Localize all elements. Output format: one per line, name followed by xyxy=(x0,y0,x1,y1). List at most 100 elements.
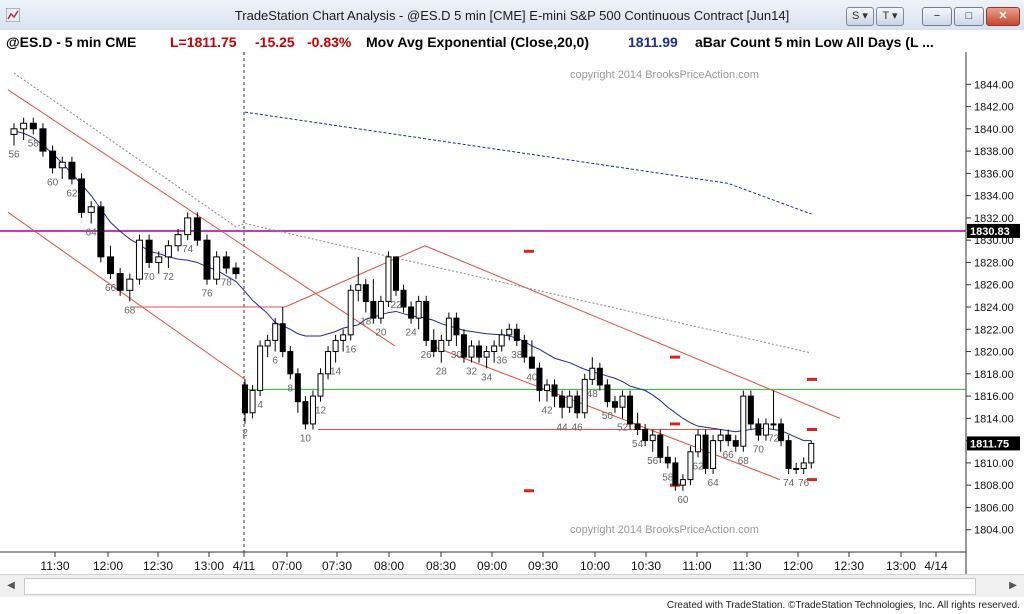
ema-line xyxy=(13,130,812,442)
price-tick-label: 1836.00 xyxy=(974,168,1014,180)
candle-body xyxy=(415,300,422,319)
bar-count-label: 42 xyxy=(541,406,553,417)
time-tick-label: 13:00 xyxy=(886,559,916,573)
scroll-left-icon[interactable]: ◀ xyxy=(7,580,15,591)
candle-body xyxy=(710,440,717,469)
candle-body xyxy=(642,429,649,442)
bar-count-label: 40 xyxy=(526,372,538,383)
scrollbar-thumb[interactable] xyxy=(24,578,976,595)
candle-body xyxy=(355,284,362,291)
time-tick-label: 11:00 xyxy=(682,559,711,573)
bar-count-label: 60 xyxy=(47,177,59,188)
study-name: Mov Avg Exponential (Close,20,0) xyxy=(366,34,590,50)
candle-body xyxy=(536,367,543,392)
scroll-right-icon[interactable]: ▶ xyxy=(1009,580,1017,591)
time-tick-label: 12:00 xyxy=(93,559,123,573)
bar-count-label: 72 xyxy=(163,272,175,283)
candle-body xyxy=(39,128,47,152)
candle-body xyxy=(513,328,520,341)
bar-count-label: 46 xyxy=(572,422,584,433)
time-axis: 11:30 12:00 12:30 13:00 4/11 07:00 07:30 08:00 0… xyxy=(40,552,948,573)
candle-body xyxy=(438,339,445,353)
bar-count-label: 2 xyxy=(242,428,248,439)
bar-count-label: 78 xyxy=(221,278,233,289)
bar-count-label: 24 xyxy=(406,328,418,339)
horizontal-scrollbar[interactable]: ◀ ▶ xyxy=(0,574,1024,597)
candle-body xyxy=(627,395,634,425)
price-tick-label: 1842.00 xyxy=(974,102,1014,114)
candle-body xyxy=(385,256,392,302)
candle-body xyxy=(695,434,701,453)
price-tick-label: 1818.00 xyxy=(974,369,1014,381)
candle-body xyxy=(249,390,256,414)
chart-overlays xyxy=(0,72,966,493)
candle-body xyxy=(672,462,679,486)
magenta-price-tag-bg xyxy=(967,223,1020,238)
time-tick-label: 07:00 xyxy=(272,559,302,573)
candle-body xyxy=(325,351,332,375)
time-tick-label: 07:30 xyxy=(322,559,352,573)
bar-count-label: 72 xyxy=(768,434,780,445)
chart-area[interactable]: 56 58 60 62 64 66 68 70 72 74 76 78 2 4 6 8 10 12 14 16 18 20… xyxy=(0,52,1024,574)
price-axis: 1804.001806.001808.001810.001812.001814.… xyxy=(966,79,1020,537)
s-menu-button[interactable]: S ▾ xyxy=(846,7,874,26)
candle-body xyxy=(362,284,369,302)
candle-body xyxy=(619,395,626,408)
candle-body xyxy=(491,345,498,353)
bar-count-label: 56 xyxy=(647,456,659,467)
bar-count-study: aBar Count 5 min Low All Days (L ... xyxy=(695,34,934,50)
price-tick-label: 1816.00 xyxy=(974,391,1014,403)
candle-body xyxy=(468,345,475,358)
candle-body xyxy=(317,373,324,397)
candle-body xyxy=(340,334,347,341)
candle-body xyxy=(506,328,513,336)
bar-count-label: 12 xyxy=(315,406,327,417)
close-button[interactable]: ✕ xyxy=(986,7,1020,26)
last-price-tag-bg xyxy=(967,436,1020,451)
bar-count-label: 10 xyxy=(300,434,312,445)
last-price: L=1811.75 xyxy=(170,34,237,50)
price-tick-label: 1824.00 xyxy=(974,302,1014,314)
candle-body xyxy=(370,300,377,319)
candle-body xyxy=(78,178,86,213)
candle-body xyxy=(309,395,316,425)
candle-body xyxy=(232,267,240,275)
candle-body xyxy=(581,378,588,414)
candle-body xyxy=(20,122,28,130)
candle-body xyxy=(87,206,95,213)
candle-body xyxy=(528,356,535,369)
time-tick-label: 11:30 xyxy=(732,559,761,573)
symbol-label: @ES.D - 5 min CME xyxy=(6,34,137,50)
candle-body xyxy=(107,256,114,275)
dotted-grey-line xyxy=(13,72,812,354)
candle-body xyxy=(393,256,399,291)
candle-body xyxy=(800,462,807,469)
time-tick-label: 09:00 xyxy=(477,559,507,573)
time-tick-label: 12:30 xyxy=(143,559,173,573)
candle-body xyxy=(785,440,792,469)
price-tick-label: 1834.00 xyxy=(974,191,1014,203)
bar-count-label: 62 xyxy=(692,461,704,472)
net-change: -15.25 xyxy=(255,34,295,50)
time-tick-label: 13:00 xyxy=(194,559,224,573)
bar-count-label: 68 xyxy=(124,305,136,316)
candle-body xyxy=(778,423,785,442)
chart-grid xyxy=(0,52,967,574)
candles xyxy=(10,117,815,491)
candle-body xyxy=(544,384,550,392)
trend-line xyxy=(431,345,781,481)
candle-body xyxy=(242,384,248,414)
candle-body xyxy=(29,122,37,130)
price-tick-label: 1840.00 xyxy=(974,124,1014,136)
candle-body xyxy=(679,479,686,486)
minimize-button[interactable]: − xyxy=(922,7,952,26)
candle-body xyxy=(423,300,430,341)
candle-body xyxy=(762,423,769,436)
t-menu-button[interactable]: T ▾ xyxy=(876,7,904,26)
bar-count-label: 14 xyxy=(330,367,342,378)
maximize-button[interactable]: □ xyxy=(954,7,984,26)
t-button-label: T xyxy=(882,10,889,22)
candle-body xyxy=(302,401,309,425)
